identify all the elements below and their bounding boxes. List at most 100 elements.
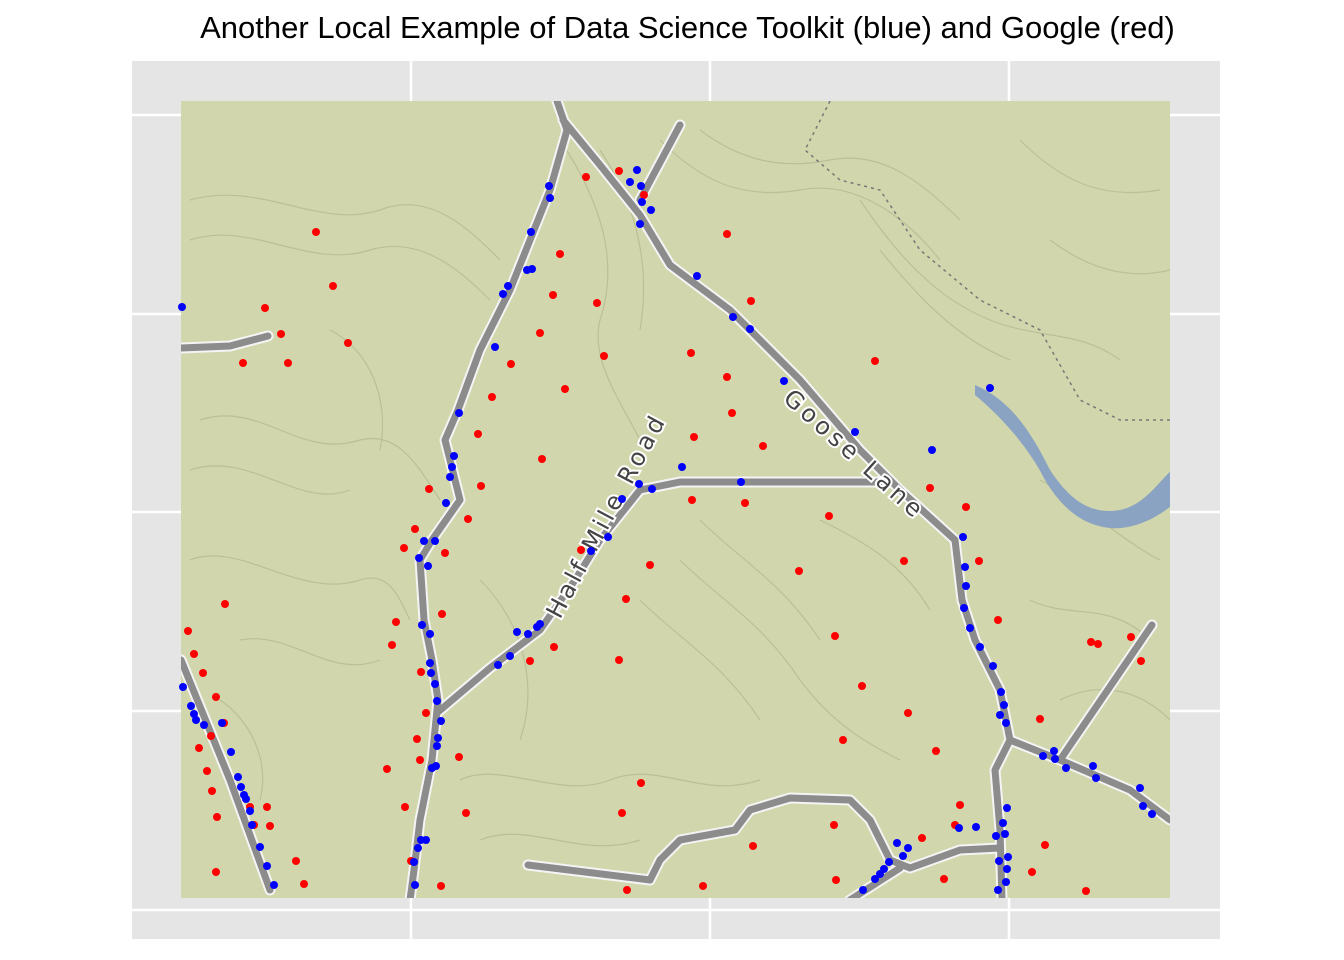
google-point (1087, 638, 1095, 646)
dst-point (994, 886, 1002, 894)
dst-point (448, 463, 456, 471)
google-point (830, 821, 838, 829)
google-point (618, 809, 626, 817)
dst-point (961, 563, 969, 571)
dst-point (234, 773, 242, 781)
dst-point (427, 669, 435, 677)
trail-path (804, 101, 1170, 421)
dst-point (1004, 853, 1012, 861)
google-point (549, 291, 557, 299)
google-point (190, 650, 198, 658)
dst-point (263, 862, 271, 870)
dst-point (246, 807, 254, 815)
google-point (1137, 657, 1145, 665)
dst-point (851, 428, 859, 436)
dst-point (227, 748, 235, 756)
dst-point (1003, 804, 1011, 812)
google-point (1127, 633, 1135, 641)
dst-point (1001, 830, 1009, 838)
google-point (477, 482, 485, 490)
google-point (904, 709, 912, 717)
google-point (1028, 868, 1036, 876)
dst-point (647, 206, 655, 214)
dst-point (746, 325, 754, 333)
google-point (438, 610, 446, 618)
dst-point (414, 844, 422, 852)
water-body (975, 385, 1170, 529)
google-point (536, 329, 544, 337)
google-point (526, 657, 534, 665)
google-point (858, 682, 866, 690)
plot-title: Another Local Example of Data Science To… (200, 10, 1175, 45)
dst-point (415, 554, 423, 562)
google-point (417, 668, 425, 676)
google-point (300, 880, 308, 888)
dst-point (428, 764, 436, 772)
google-point (550, 643, 558, 651)
dst-point (996, 711, 1004, 719)
google-point (462, 809, 470, 817)
dst-point (648, 485, 656, 493)
dst-point (972, 823, 980, 831)
google-point (464, 515, 472, 523)
dst-point (256, 843, 264, 851)
google-point (832, 876, 840, 884)
dst-point (431, 537, 439, 545)
google-point (195, 744, 203, 752)
google-point (292, 857, 300, 865)
google-point (388, 641, 396, 649)
google-point (831, 632, 839, 640)
google-point (749, 842, 757, 850)
dst-point (626, 178, 634, 186)
google-point (392, 618, 400, 626)
dst-point (533, 623, 541, 631)
dst-point (1050, 747, 1058, 755)
google-point (994, 616, 1002, 624)
dst-point (426, 659, 434, 667)
dst-point (434, 734, 442, 742)
dst-point (780, 377, 788, 385)
google-point (329, 282, 337, 290)
google-point (455, 753, 463, 761)
dst-point (959, 533, 967, 541)
google-point (825, 512, 833, 520)
dst-point (545, 182, 553, 190)
google-point (623, 886, 631, 894)
dst-point (410, 858, 418, 866)
google-point (261, 304, 269, 312)
google-point (266, 822, 274, 830)
google-point (688, 496, 696, 504)
dst-point (997, 688, 1005, 696)
dst-point (678, 463, 686, 471)
dst-point (506, 652, 514, 660)
google-point (401, 803, 409, 811)
dst-point (491, 343, 499, 351)
google-point (759, 442, 767, 450)
google-point (1036, 715, 1044, 723)
dst-point (1148, 810, 1156, 818)
dst-point (729, 313, 737, 321)
google-point (615, 656, 623, 664)
google-point (383, 765, 391, 773)
google-point (556, 250, 564, 258)
google-point (690, 433, 698, 441)
google-point (918, 834, 926, 842)
dst-point (737, 478, 745, 486)
dst-point (962, 582, 970, 590)
dst-point (1039, 752, 1047, 760)
google-point (425, 485, 433, 493)
google-point (600, 352, 608, 360)
dst-point (248, 821, 256, 829)
google-point (640, 191, 648, 199)
dst-point (431, 680, 439, 688)
dst-point (546, 194, 554, 202)
dst-point (635, 480, 643, 488)
dst-point (1051, 755, 1059, 763)
dst-point (450, 452, 458, 460)
google-point (795, 567, 803, 575)
google-point (312, 228, 320, 236)
dst-point (270, 881, 278, 889)
google-point (1041, 841, 1049, 849)
dst-point (955, 824, 963, 832)
